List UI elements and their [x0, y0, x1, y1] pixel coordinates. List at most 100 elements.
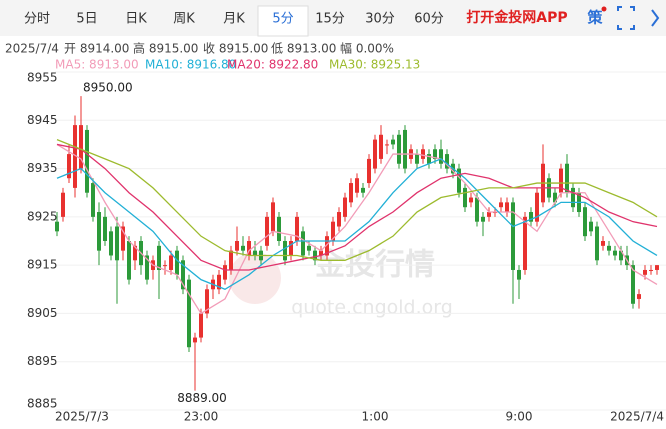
fullscreen-icon[interactable] — [617, 6, 635, 30]
candle-body — [343, 197, 347, 217]
tab[interactable]: 15分 — [315, 12, 345, 27]
y-tick-label: 8925 — [27, 209, 58, 223]
tab[interactable]: 5日 — [76, 12, 97, 27]
candle-body — [127, 241, 131, 280]
info-item: 幅 0.00% — [340, 41, 394, 56]
candle-body — [373, 139, 377, 169]
candle-body — [253, 250, 257, 256]
candle-body — [367, 158, 371, 184]
candle-body — [229, 250, 233, 270]
candle-body — [193, 337, 197, 343]
tab[interactable]: 60分 — [414, 12, 444, 27]
candle-body — [613, 250, 617, 256]
candle-body — [235, 241, 239, 251]
candle-body — [145, 255, 149, 280]
toolbar — [0, 0, 666, 36]
candle-body — [571, 187, 575, 208]
candle-body — [481, 216, 485, 222]
info-item: 开 8914.00 — [64, 42, 129, 56]
candle-body — [463, 187, 467, 208]
x-tick-label: 23:00 — [184, 410, 219, 424]
candle-body — [349, 183, 353, 203]
candle-body — [379, 134, 383, 159]
candle-body — [361, 187, 365, 193]
candle-body — [157, 245, 161, 270]
candle-body — [223, 265, 227, 280]
candle-body — [583, 207, 587, 237]
candle-body — [307, 245, 311, 251]
candle-body — [607, 245, 611, 251]
watermark-url: quote.cngold.org — [291, 297, 453, 319]
ma-line — [56, 143, 658, 271]
candle-body — [487, 212, 491, 217]
candle-body — [385, 144, 389, 146]
candle-body — [265, 216, 269, 246]
candle-body — [445, 154, 449, 169]
candle-body — [181, 260, 185, 290]
candle-body — [175, 250, 179, 275]
candle-body — [427, 154, 431, 164]
candle-body — [655, 265, 659, 270]
candle-body — [55, 221, 59, 232]
tab[interactable]: 分时 — [24, 12, 50, 27]
candle-body — [421, 149, 425, 159]
candle-body — [295, 216, 299, 241]
x-tick-label: 1:00 — [362, 410, 389, 424]
info-item: 2025/7/4 — [5, 42, 59, 56]
candle-body — [79, 125, 83, 169]
tab[interactable]: 5分 — [272, 12, 293, 27]
candle-body — [433, 149, 437, 159]
candle-body — [169, 255, 173, 270]
candle-body — [289, 241, 293, 256]
tab[interactable]: 周K — [173, 12, 195, 27]
candle-body — [163, 265, 167, 267]
candle-body — [523, 216, 527, 270]
y-tick-label: 8885 — [27, 397, 58, 411]
candle-body — [277, 216, 281, 241]
y-tick-label: 8905 — [27, 306, 58, 320]
candle-body — [91, 183, 95, 217]
info-item: 收 8915.00 — [203, 42, 268, 56]
candle-body — [505, 202, 509, 213]
candle-body — [205, 289, 209, 314]
candle-body — [325, 236, 329, 256]
app-link[interactable]: 打开金投网APP — [466, 9, 567, 26]
next-icon[interactable] — [651, 9, 660, 27]
tab[interactable]: 月K — [223, 12, 245, 27]
ma-line — [56, 158, 658, 291]
candle-body — [469, 197, 473, 203]
x-tick-label: 2025/7/4 — [610, 410, 664, 424]
candle-body — [391, 139, 395, 145]
candle-body — [67, 154, 71, 179]
strategy-button[interactable]: 策 — [586, 9, 603, 27]
candle-body — [103, 216, 107, 241]
candle-body — [535, 192, 539, 222]
x-tick-label: 9:00 — [506, 410, 533, 424]
candle-body — [331, 221, 335, 241]
candle-body — [499, 202, 503, 208]
ma-line — [56, 138, 658, 261]
candle-body — [553, 192, 557, 203]
y-tick-label: 8935 — [27, 161, 58, 175]
legend-entry: MA20: 8922.80 — [227, 58, 318, 72]
y-tick-label: 8895 — [27, 354, 58, 368]
candle-body — [319, 250, 323, 256]
candle-body — [475, 197, 479, 222]
candle-body — [511, 202, 515, 270]
ma-line — [56, 143, 658, 315]
candle-body — [241, 245, 245, 251]
candle-body — [457, 168, 461, 193]
candle-body — [121, 226, 125, 251]
tab[interactable]: 30分 — [365, 12, 395, 27]
legend-entry: MA5: 8913.00 — [55, 58, 139, 72]
candle-body — [415, 154, 419, 164]
tab[interactable]: 日K — [125, 12, 147, 27]
candle-body — [529, 212, 533, 222]
badge-dot — [601, 6, 607, 12]
candle-body — [643, 269, 647, 275]
candle-body — [187, 279, 191, 348]
candle-body — [637, 294, 641, 299]
candle-body — [559, 168, 563, 193]
